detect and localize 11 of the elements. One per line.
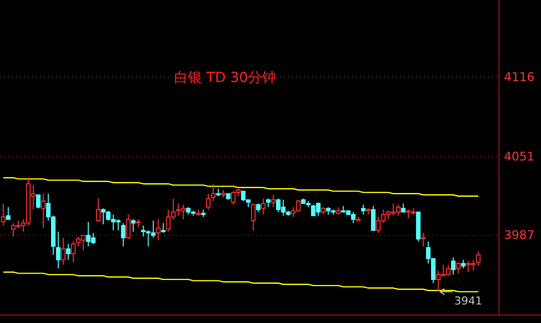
candlestick [41, 193, 46, 228]
annotation: 3941 [454, 294, 482, 308]
candlestick [66, 243, 71, 260]
line-series [2, 177, 479, 197]
candlestick [56, 231, 61, 269]
candlestick [271, 194, 276, 208]
candlestick [156, 218, 161, 241]
text: 白银 TD 30分钟 [174, 70, 276, 86]
y-tick-label: 4051 [504, 150, 535, 164]
y-tick-label: 4116 [504, 70, 535, 84]
y-tick-label: 3987 [504, 228, 535, 242]
